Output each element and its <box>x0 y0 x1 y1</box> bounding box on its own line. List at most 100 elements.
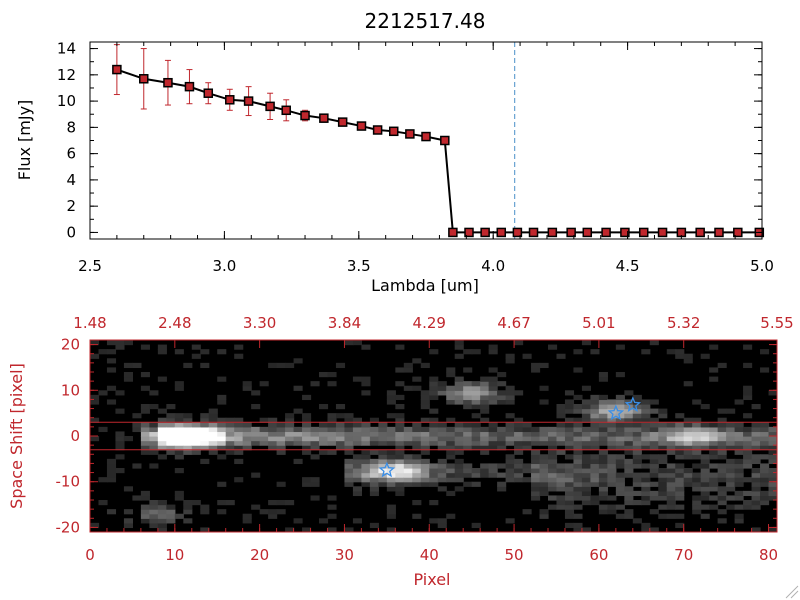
image-pixel <box>556 486 566 492</box>
image-pixel <box>132 426 142 433</box>
image-wavelength-tick-label: 4.67 <box>497 314 530 332</box>
image-pixel <box>293 358 303 364</box>
image-pixel <box>157 349 167 355</box>
image-pixel <box>259 431 269 437</box>
flux-point <box>112 64 122 75</box>
flux-point <box>448 227 458 238</box>
image-pixel <box>717 495 727 501</box>
image-pixel <box>480 390 490 396</box>
image-pixel <box>632 518 642 524</box>
image-pixel <box>310 481 320 487</box>
image-pixel <box>700 490 710 497</box>
image-pixel <box>573 481 583 487</box>
image-pixel <box>564 504 575 510</box>
image-pixel <box>564 422 575 428</box>
resize-grip-icon[interactable] <box>785 585 799 599</box>
image-pixel <box>564 445 575 451</box>
image-pixel <box>649 340 659 346</box>
image-pixel <box>157 440 167 446</box>
image-pixel <box>429 417 439 423</box>
image-pixel <box>437 477 447 483</box>
image-pixel <box>149 504 159 510</box>
image-pixel <box>683 431 693 437</box>
image-wavelength-tick-label: 3.30 <box>243 314 276 332</box>
image-pixel <box>581 404 592 410</box>
image-pixel <box>607 436 617 442</box>
image-pixel <box>531 477 541 483</box>
image-pixel <box>454 390 464 396</box>
image-pixel <box>463 436 473 442</box>
image-pixel <box>531 458 541 465</box>
image-pixel <box>259 417 269 423</box>
image-pixel <box>666 504 676 510</box>
image-pixel <box>98 426 108 433</box>
image-pixel <box>514 445 524 451</box>
image-pixel <box>412 358 422 364</box>
image-pixel <box>539 490 549 497</box>
flux-point <box>620 227 630 238</box>
image-pixel <box>369 436 379 442</box>
image-pixel <box>208 449 218 455</box>
image-pixel <box>191 500 201 506</box>
image-pixel <box>675 426 685 433</box>
image-pixel <box>615 413 625 419</box>
image-pixel <box>115 436 125 442</box>
image-pixel <box>573 522 583 529</box>
image-pixel <box>352 468 363 474</box>
image-y-tick-label: -20 <box>56 518 81 536</box>
image-pixel <box>268 417 278 423</box>
image-x-tick-label: 50 <box>505 546 524 564</box>
image-pixel <box>624 436 634 442</box>
image-pixel <box>446 468 456 474</box>
image-pixel <box>548 477 558 483</box>
image-pixel <box>463 472 473 478</box>
image-pixel <box>378 436 388 442</box>
image-pixel <box>386 463 396 469</box>
spectrum-x-tick-label: 4.0 <box>481 257 505 275</box>
image-pixel <box>760 454 770 460</box>
image-pixel <box>615 436 625 442</box>
image-pixel <box>276 440 286 446</box>
image-pixel <box>590 495 600 501</box>
image-pixel <box>429 500 439 506</box>
flux-point <box>638 227 649 238</box>
image-pixel <box>259 381 269 387</box>
image-pixel <box>556 436 566 442</box>
image-pixel <box>692 481 702 487</box>
image-pixel <box>395 468 405 474</box>
image-pixel <box>480 404 490 410</box>
image-y-ticks: -20 -10 0 10 20 <box>56 336 777 536</box>
image-pixel <box>352 490 363 497</box>
image-pixel <box>344 445 354 451</box>
image-pixel <box>98 390 108 396</box>
image-x-tick-label: 0 <box>85 546 95 564</box>
image-pixel <box>471 385 481 391</box>
image-pixel <box>564 472 575 478</box>
image-pixel <box>149 509 159 515</box>
image-pixel <box>157 344 167 350</box>
image-pixel <box>649 417 659 423</box>
image-pixel <box>522 422 532 428</box>
image-pixel <box>497 436 507 442</box>
image-pixel <box>378 463 388 469</box>
image-pixel <box>692 504 702 510</box>
image-pixel <box>683 445 693 451</box>
image-pixel <box>285 440 295 446</box>
image-pixel <box>514 440 524 446</box>
flux-point <box>440 135 450 146</box>
image-pixel <box>149 449 159 455</box>
image-pixel <box>90 522 100 529</box>
image-pixel <box>463 381 473 387</box>
image-pixel <box>505 399 515 405</box>
image-pixel <box>598 372 608 378</box>
image-wavelength-ticks: 1.48 2.48 3.30 3.84 4.29 4.67 5.01 5.32 5.55 <box>73 314 794 348</box>
image-pixel <box>497 486 507 492</box>
image-pixel <box>768 527 777 532</box>
image-x-ticks: 0 10 20 30 40 50 60 70 80 <box>85 524 778 564</box>
image-pixel <box>488 394 498 401</box>
image-pixel <box>768 481 777 487</box>
image-pixel <box>564 426 575 433</box>
image-pixel <box>497 445 507 451</box>
image-pixel <box>531 463 541 469</box>
image-pixel <box>234 477 244 483</box>
